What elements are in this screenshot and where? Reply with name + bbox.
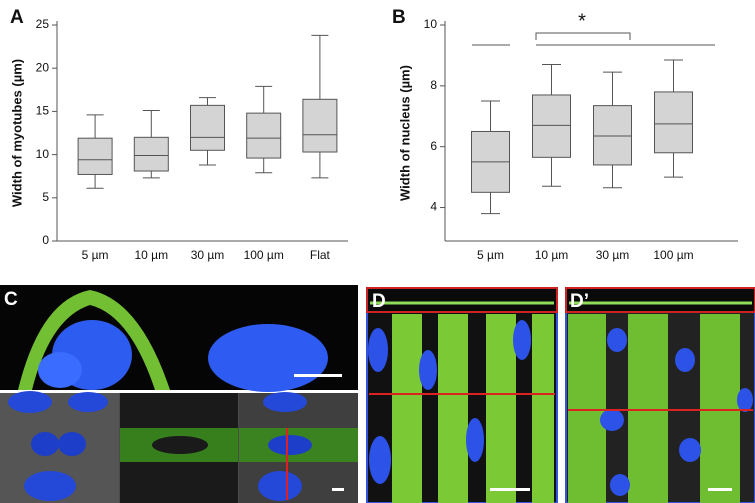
box [532, 94, 571, 158]
y-tick-label: 8 [430, 78, 437, 92]
panel-label: A [10, 7, 24, 28]
box [190, 104, 225, 151]
x-tick-label: 10 µm [135, 248, 169, 262]
y-axis-label: Width of myotubes (µm) [9, 59, 24, 207]
box [77, 137, 113, 175]
y-tick-label: 10 [36, 147, 50, 161]
x-tick-label: 100 µm [244, 248, 284, 262]
panel-label: C [4, 289, 18, 310]
significance-brackets [472, 32, 715, 46]
y-tick-label: 0 [42, 233, 49, 247]
y-tick-label: 25 [36, 17, 50, 31]
x-tick-label: 30 µm [596, 248, 630, 262]
box [302, 98, 338, 153]
significance-star: * [578, 10, 586, 32]
y-tick-label: 6 [430, 139, 437, 153]
box [654, 91, 693, 154]
panel-label: D [372, 291, 386, 312]
y-axis-label: Width of nucleus (µm) [397, 65, 412, 201]
x-tick-label: 10 µm [535, 248, 569, 262]
box [246, 112, 282, 159]
microscopy-d [366, 287, 558, 503]
box [133, 136, 169, 172]
box [593, 105, 632, 166]
x-tick-label: Flat [310, 248, 331, 262]
x-tick-label: 5 µm [477, 248, 504, 262]
y-tick-label: 10 [424, 17, 438, 31]
y-tick-label: 5 [42, 190, 49, 204]
x-tick-label: 100 µm [653, 248, 693, 262]
y-tick-label: 15 [36, 104, 50, 118]
microscopy-c [0, 285, 358, 503]
microscopy-d-prime [565, 287, 755, 503]
x-tick-label: 5 µm [82, 248, 109, 262]
panel-label: B [392, 7, 406, 28]
y-tick-label: 4 [430, 200, 437, 214]
x-tick-label: 30 µm [191, 248, 225, 262]
panel-label: D’ [570, 291, 589, 312]
y-tick-label: 20 [36, 60, 50, 74]
